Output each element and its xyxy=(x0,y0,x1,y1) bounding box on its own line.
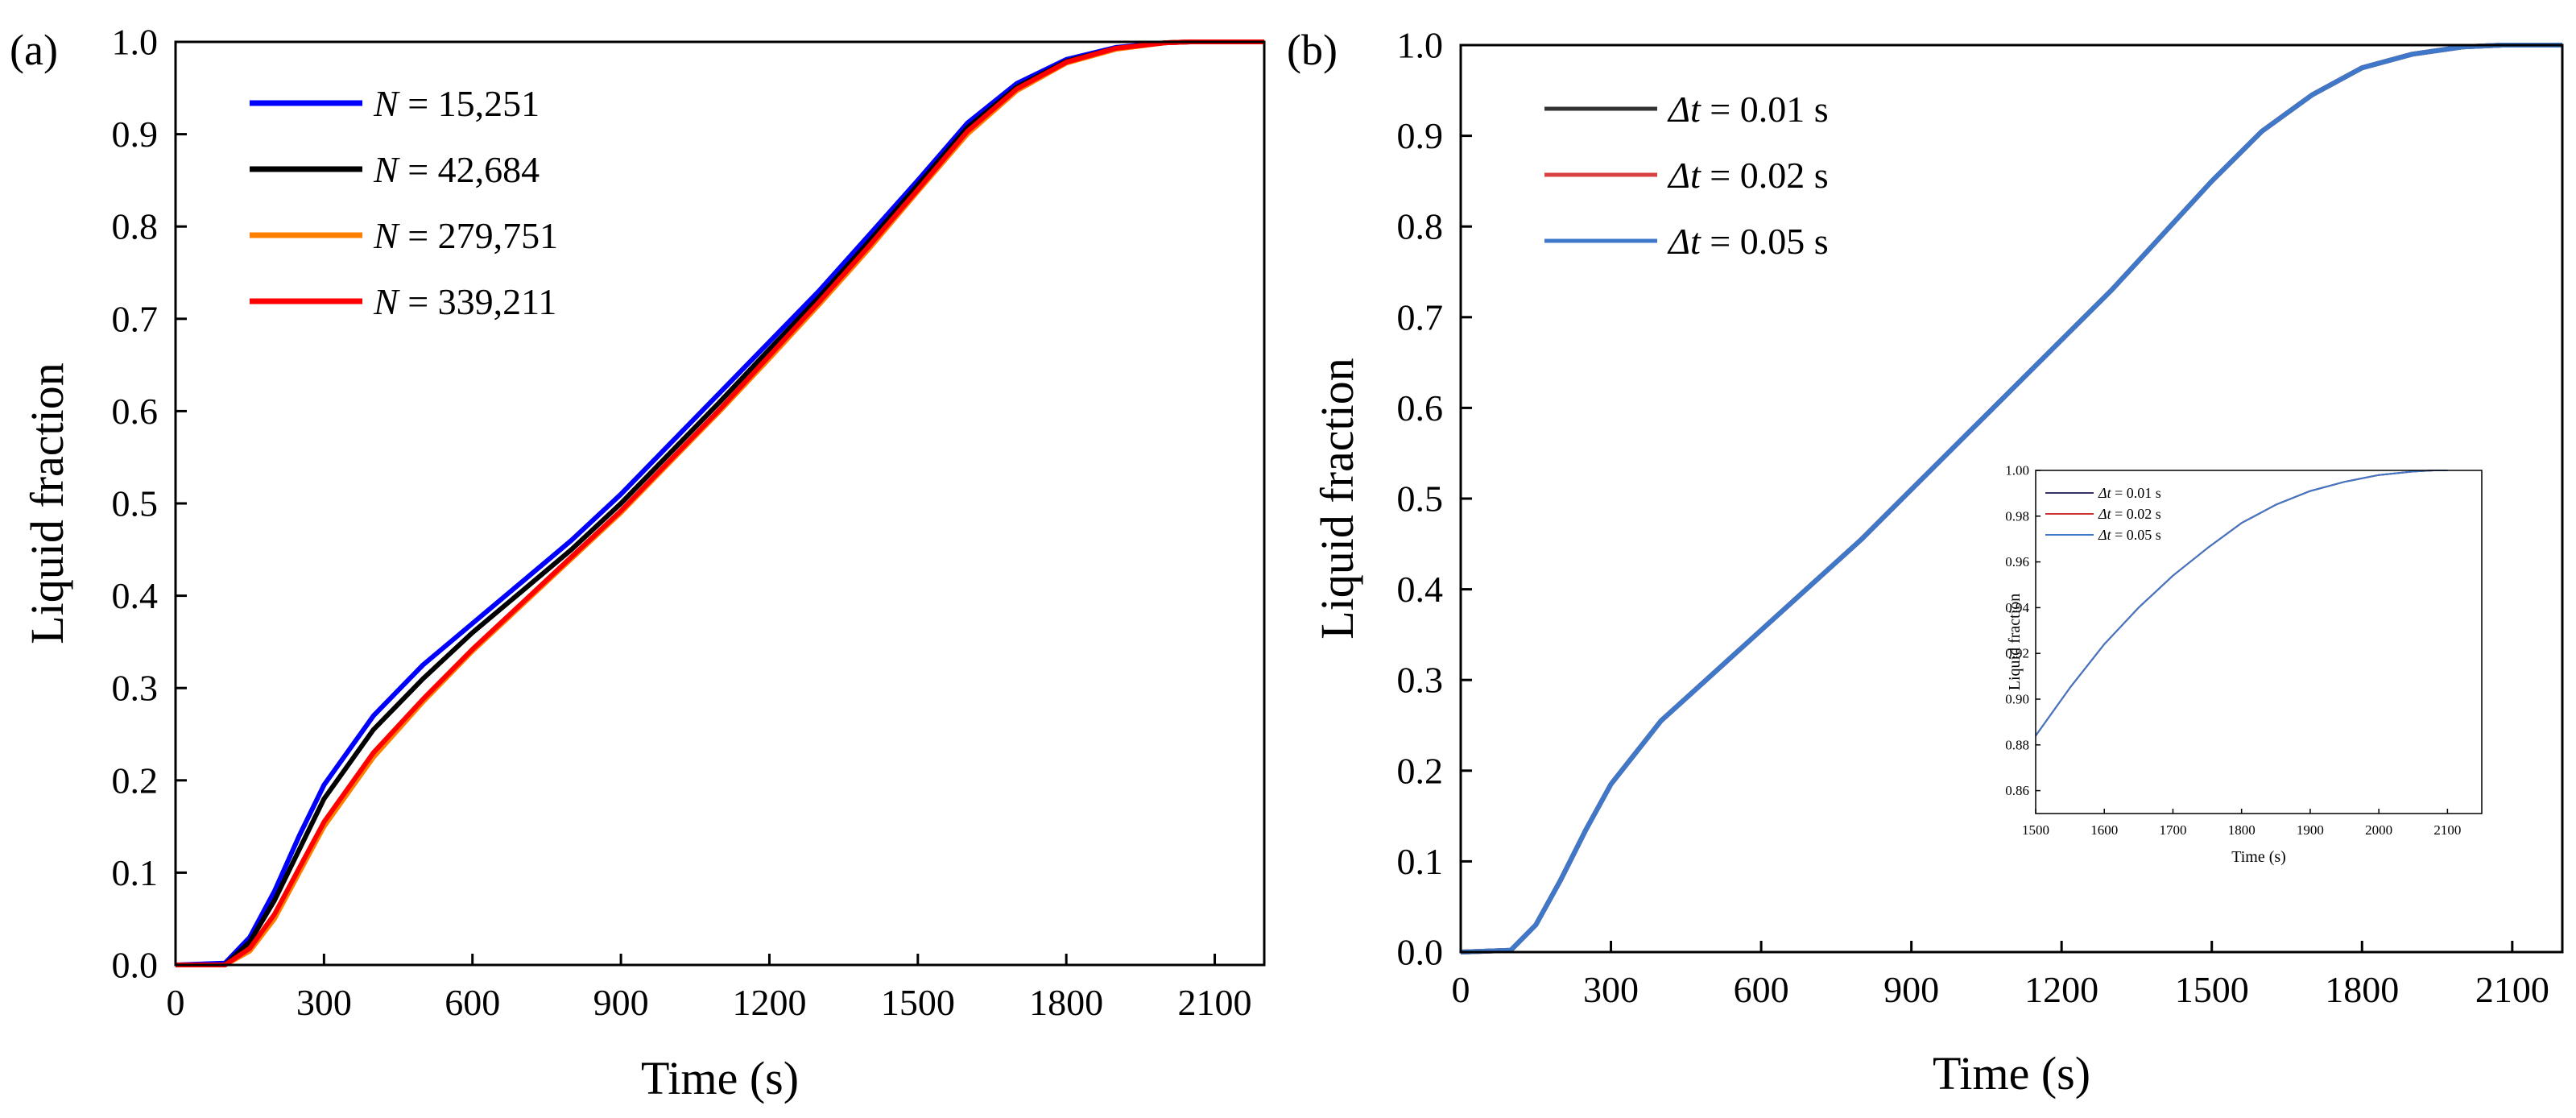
y-tick-label-inset: 1.00 xyxy=(2005,463,2029,478)
x-tick-label-b: 1800 xyxy=(2325,969,2399,1010)
series-line-a-1 xyxy=(175,39,1264,967)
x-tick-label-inset: 1800 xyxy=(2228,822,2256,838)
series-line-a-2 xyxy=(176,39,1264,967)
y-tick-label-b: 0.5 xyxy=(1397,478,1444,520)
plot-frame-inset xyxy=(2035,470,2483,814)
x-axis-title-inset: Time (s) xyxy=(2231,848,2286,866)
y-tick-label-a: 1.0 xyxy=(112,22,159,63)
y-tick-label-a: 0.8 xyxy=(112,206,159,247)
y-tick-label-inset: 0.98 xyxy=(2005,508,2029,524)
x-tick-label-a: 1200 xyxy=(732,982,806,1023)
x-tick-label-inset: 2100 xyxy=(2433,822,2461,838)
y-tick-label-a: 0.6 xyxy=(112,391,159,432)
legend-a: N = 15,251 N = 42,684 N = 279,751 N = 339,2… xyxy=(250,83,558,322)
x-tick-label-b: 2100 xyxy=(2475,969,2549,1010)
x-tick-label-inset: 1700 xyxy=(2159,822,2186,838)
x-tick-label-inset: 1500 xyxy=(2022,822,2049,838)
y-tick-label-b: 0.2 xyxy=(1397,750,1444,791)
x-tick-label-b: 1200 xyxy=(2024,969,2098,1010)
x-tick-label-b: 600 xyxy=(1734,969,1789,1010)
chart-b: 0 300 600 900 1200 1500 1800 2100 0.0 0.1 0.2 0.3 0.… xyxy=(1287,25,2564,1099)
legend-inset: Δt = 0.01 s Δt = 0.02 s Δt = 0.05 s xyxy=(2045,485,2161,543)
plot-frame-a xyxy=(174,40,1266,967)
y-tick-label-a: 0.3 xyxy=(112,668,159,709)
x-tick-label-inset: 1600 xyxy=(2090,822,2118,838)
series-line-a-4 xyxy=(176,39,1264,967)
legend-label-inset-1: Δt = 0.01 s xyxy=(2098,485,2161,501)
x-axis-title-b: Time (s) xyxy=(1933,1047,2090,1099)
y-axis-title-a: Liquid fraction xyxy=(21,362,73,644)
legend-label-a-2: N = 42,684 xyxy=(373,149,540,190)
y-tick-label-b: 0.8 xyxy=(1397,206,1444,247)
series-line-a-3 xyxy=(176,39,1264,967)
y-tick-label-b: 0.0 xyxy=(1397,932,1444,973)
y-tick-label-a: 0.0 xyxy=(112,945,159,986)
y-tick-label-inset: 0.88 xyxy=(2005,737,2029,752)
x-tick-label-a: 2100 xyxy=(1178,982,1252,1023)
y-tick-label-a: 0.1 xyxy=(112,852,159,893)
y-tick-label-a: 0.4 xyxy=(112,575,159,616)
y-tick-label-a: 0.9 xyxy=(112,114,159,155)
legend-label-a-4: N = 339,211 xyxy=(373,281,556,322)
legend-label-b-1: Δt = 0.01 s xyxy=(1667,89,1829,130)
panel-label-b: (b) xyxy=(1287,26,1338,74)
x-tick-label-a: 600 xyxy=(444,982,500,1023)
inset-background xyxy=(2036,470,2482,814)
x-axis-title-a: Time (s) xyxy=(641,1052,799,1104)
legend-label-inset-3: Δt = 0.05 s xyxy=(2098,527,2161,543)
chart-a: 0 300 600 900 1200 1500 1800 2100 0.0 0.1 0.2 0.3 0.… xyxy=(10,22,1266,1104)
chart-inset: 1500 1600 1700 1800 1900 2000 2100 0.86 0.88 0.90… xyxy=(2005,463,2483,866)
x-tick-label-a: 900 xyxy=(593,982,649,1023)
y-tick-label-inset: 0.96 xyxy=(2005,554,2029,569)
series-line-inset-3 xyxy=(2035,470,2448,736)
legend-label-a-1: N = 15,251 xyxy=(373,83,540,124)
legend-label-inset-2: Δt = 0.02 s xyxy=(2098,506,2161,522)
y-tick-label-b: 1.0 xyxy=(1397,25,1444,66)
y-axis-title-b: Liquid fraction xyxy=(1311,358,1363,640)
y-tick-label-inset: 0.90 xyxy=(2005,692,2029,707)
y-tick-label-b: 0.3 xyxy=(1397,660,1444,701)
y-tick-label-inset: 0.86 xyxy=(2005,783,2029,798)
y-tick-label-inset: 0.94 xyxy=(2005,600,2029,615)
x-tick-label-inset: 2000 xyxy=(2365,822,2392,838)
y-tick-label-b: 0.4 xyxy=(1397,569,1444,610)
x-tick-label-a: 0 xyxy=(167,982,185,1023)
y-tick-label-b: 0.7 xyxy=(1397,296,1444,337)
x-tick-label-b: 1500 xyxy=(2175,969,2249,1010)
x-tick-label-a: 300 xyxy=(296,982,352,1023)
x-tick-label-b: 0 xyxy=(1452,969,1470,1010)
panel-label-a: (a) xyxy=(10,26,58,74)
y-tick-label-b: 0.6 xyxy=(1397,387,1444,429)
y-tick-label-b: 0.1 xyxy=(1397,841,1444,882)
legend-b: Δt = 0.01 s Δt = 0.02 s Δt = 0.05 s xyxy=(1544,89,1829,262)
legend-label-b-3: Δt = 0.05 s xyxy=(1667,221,1829,262)
y-tick-label-b: 0.9 xyxy=(1397,115,1444,156)
y-tick-label-a: 0.2 xyxy=(112,760,159,801)
x-tick-label-b: 300 xyxy=(1583,969,1639,1010)
y-tick-label-inset: 0.92 xyxy=(2005,646,2029,661)
x-tick-label-a: 1500 xyxy=(881,982,955,1023)
y-tick-label-a: 0.7 xyxy=(112,298,159,339)
y-axis-title-inset: Liquid fraction xyxy=(2006,594,2024,691)
legend-label-a-3: N = 279,751 xyxy=(373,215,558,256)
x-tick-label-inset: 1900 xyxy=(2297,822,2324,838)
y-tick-label-a: 0.5 xyxy=(112,483,159,524)
x-tick-label-a: 1800 xyxy=(1029,982,1103,1023)
series-line-b-3 xyxy=(1460,43,2562,954)
legend-label-b-2: Δt = 0.02 s xyxy=(1667,155,1829,196)
x-tick-label-b: 900 xyxy=(1883,969,1939,1010)
